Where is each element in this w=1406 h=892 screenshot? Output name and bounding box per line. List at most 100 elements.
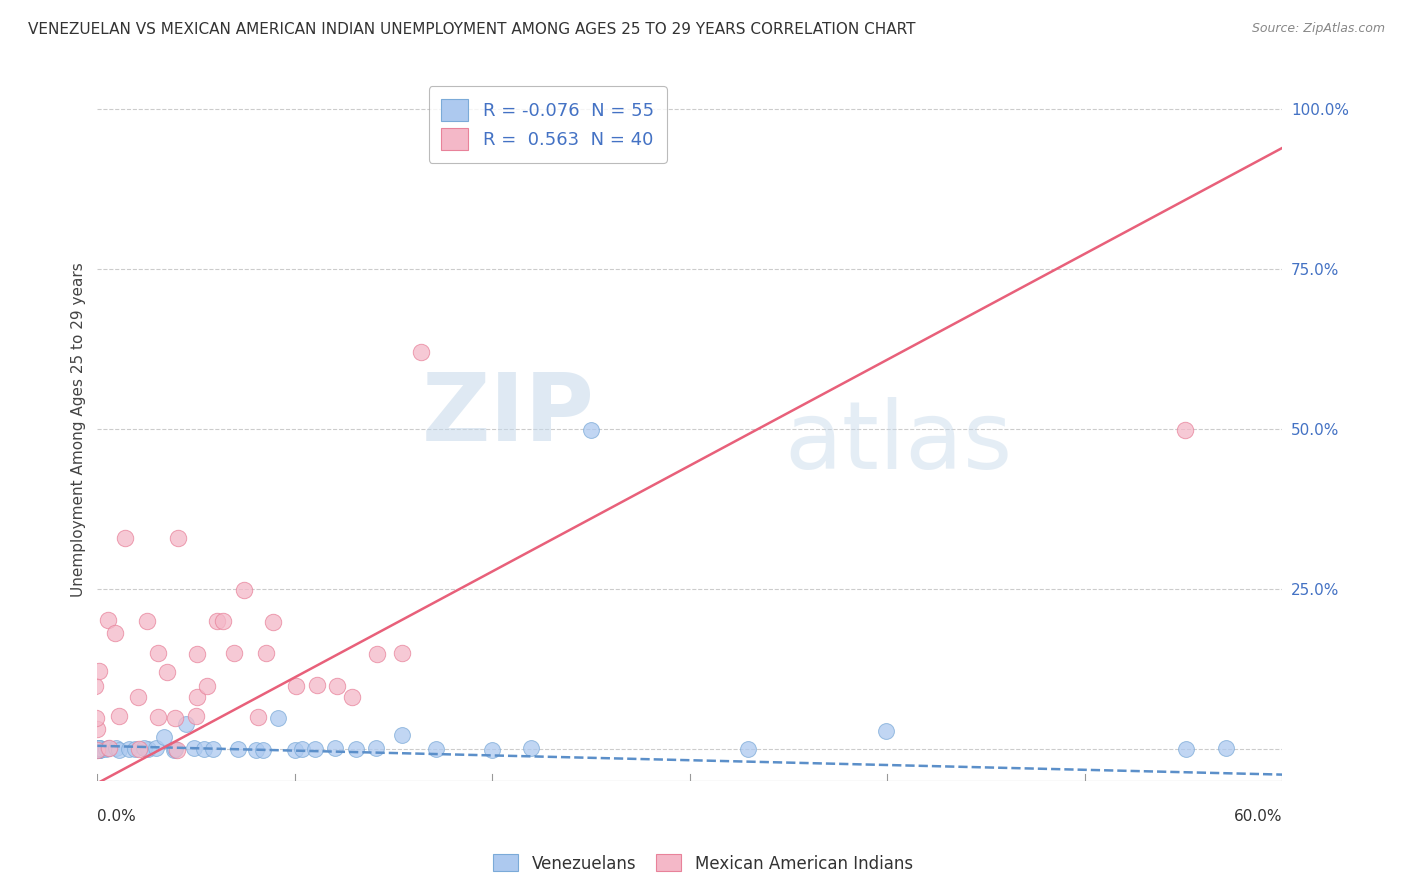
Point <box>391 646 413 660</box>
Point <box>87 665 110 679</box>
Point <box>737 742 759 756</box>
Point <box>875 723 897 738</box>
Point <box>87 742 110 756</box>
Point <box>104 625 127 640</box>
Point <box>89 743 111 757</box>
Point <box>127 690 149 705</box>
Text: ZIP: ZIP <box>422 369 595 461</box>
Text: Source: ZipAtlas.com: Source: ZipAtlas.com <box>1251 22 1385 36</box>
Point <box>252 742 274 756</box>
Point <box>86 743 108 757</box>
Point <box>212 614 235 628</box>
Point <box>425 742 447 756</box>
Point <box>163 741 186 756</box>
Point <box>83 740 105 755</box>
Point <box>1173 424 1195 438</box>
Point <box>87 742 110 756</box>
Point <box>108 743 131 757</box>
Point <box>291 742 314 756</box>
Point <box>581 423 603 437</box>
Point <box>89 741 111 756</box>
Point <box>89 741 111 756</box>
Text: 0.0%: 0.0% <box>97 809 136 824</box>
Point <box>118 742 141 756</box>
Point <box>96 741 118 756</box>
Point <box>226 742 249 756</box>
Point <box>344 741 367 756</box>
Point <box>364 741 387 756</box>
Point <box>86 743 108 757</box>
Point <box>201 741 224 756</box>
Point <box>166 743 188 757</box>
Point <box>284 742 307 756</box>
Point <box>87 743 110 757</box>
Point <box>83 741 105 756</box>
Point <box>135 614 157 628</box>
Point <box>193 742 215 756</box>
Point <box>304 742 326 756</box>
Point <box>222 646 245 660</box>
Point <box>184 709 207 723</box>
Point <box>186 647 208 661</box>
Point <box>266 711 288 725</box>
Text: atlas: atlas <box>785 397 1012 490</box>
Point <box>205 614 228 628</box>
Legend: Venezuelans, Mexican American Indians: Venezuelans, Mexican American Indians <box>486 847 920 880</box>
Point <box>284 679 307 693</box>
Point <box>86 722 108 736</box>
Point <box>86 742 108 756</box>
Point <box>519 740 541 755</box>
Point <box>1215 741 1237 756</box>
Legend: R = -0.076  N = 55, R =  0.563  N = 40: R = -0.076 N = 55, R = 0.563 N = 40 <box>429 87 666 163</box>
Y-axis label: Unemployment Among Ages 25 to 29 years: Unemployment Among Ages 25 to 29 years <box>72 262 86 597</box>
Point <box>83 679 105 693</box>
Point <box>136 742 159 756</box>
Point <box>86 742 108 756</box>
Point <box>366 647 388 661</box>
Point <box>254 646 277 660</box>
Point <box>411 344 433 359</box>
Point <box>1175 742 1198 756</box>
Point <box>97 740 120 755</box>
Point <box>104 741 127 756</box>
Point <box>86 740 108 755</box>
Point <box>97 614 120 628</box>
Point <box>153 730 176 744</box>
Point <box>323 741 346 756</box>
Point <box>174 717 197 731</box>
Point <box>134 741 156 756</box>
Point <box>233 582 256 597</box>
Point <box>145 741 167 756</box>
Point <box>391 729 413 743</box>
Point <box>148 709 170 723</box>
Point <box>166 531 188 545</box>
Point <box>305 678 328 692</box>
Point <box>183 741 205 756</box>
Point <box>87 741 110 756</box>
Point <box>124 742 146 756</box>
Point <box>326 679 349 693</box>
Point <box>94 741 117 756</box>
Point <box>128 742 150 756</box>
Point <box>163 711 186 725</box>
Point <box>89 741 111 756</box>
Point <box>148 646 170 660</box>
Point <box>83 741 105 756</box>
Point <box>108 709 131 723</box>
Point <box>86 711 108 725</box>
Point <box>86 742 108 756</box>
Text: VENEZUELAN VS MEXICAN AMERICAN INDIAN UNEMPLOYMENT AMONG AGES 25 TO 29 YEARS COR: VENEZUELAN VS MEXICAN AMERICAN INDIAN UN… <box>28 22 915 37</box>
Point <box>262 615 284 629</box>
Point <box>84 743 107 757</box>
Point <box>114 531 136 545</box>
Point <box>481 742 503 756</box>
Point <box>163 743 186 757</box>
Point <box>89 743 111 757</box>
Text: 60.0%: 60.0% <box>1234 809 1282 824</box>
Point <box>245 743 267 757</box>
Point <box>342 690 364 704</box>
Point <box>84 741 107 756</box>
Point <box>195 679 218 693</box>
Point <box>89 741 111 756</box>
Point <box>186 690 208 705</box>
